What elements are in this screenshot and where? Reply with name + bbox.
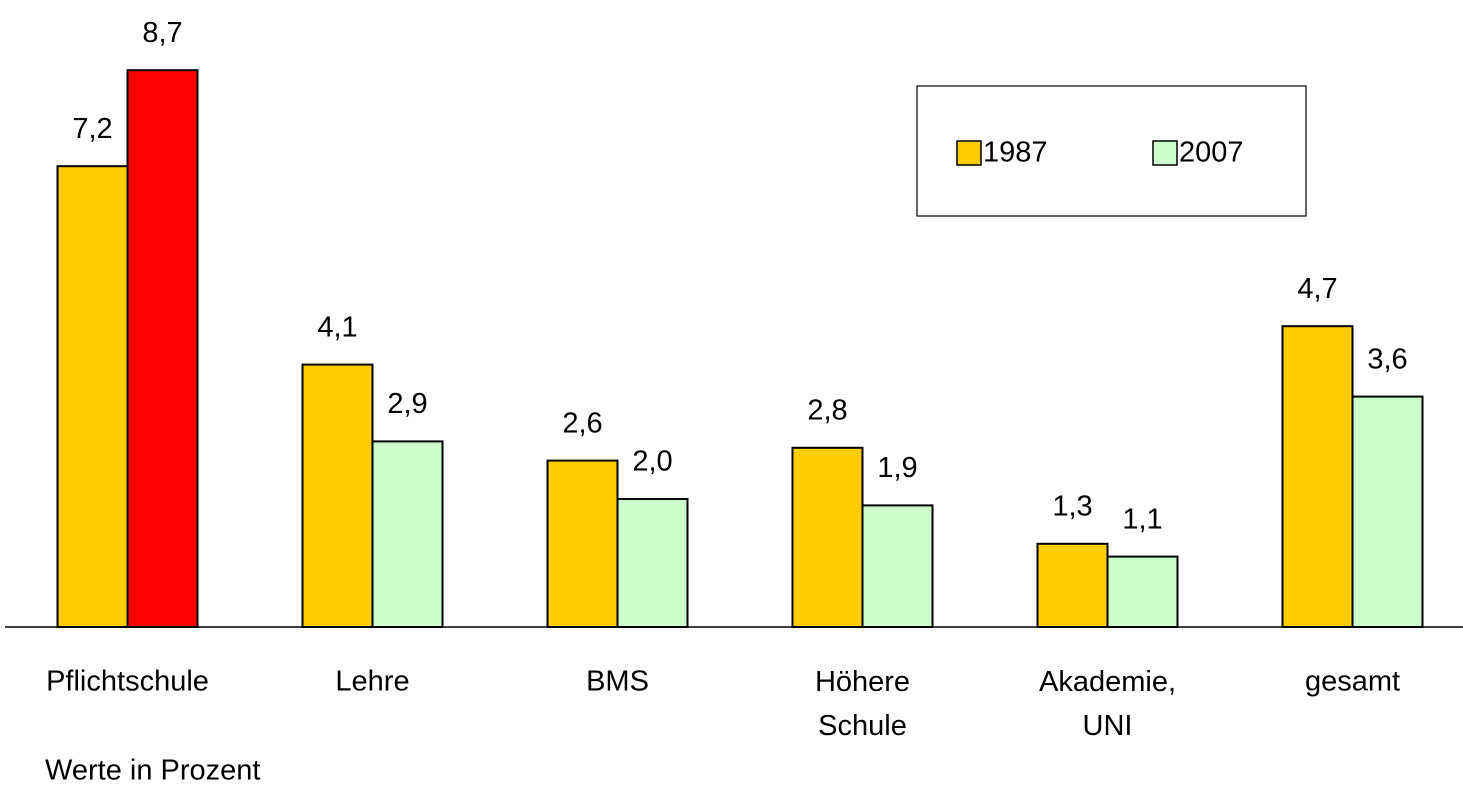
x-tick-label: Höhere Schule — [815, 666, 910, 742]
data-label: 1,1 — [1122, 503, 1162, 535]
data-label: 2,0 — [632, 446, 672, 478]
bar — [126, 69, 199, 628]
legend-box — [916, 85, 1307, 217]
legend-label: 1987 — [983, 137, 1048, 169]
bar — [371, 440, 444, 628]
legend-label: 2007 — [1179, 137, 1244, 169]
bar — [616, 498, 689, 628]
note: Werte in Prozent — [45, 755, 260, 785]
data-label: 3,6 — [1367, 343, 1407, 375]
bar — [56, 165, 129, 628]
data-label: 2,6 — [562, 407, 602, 439]
x-tick-label: Pflichtschule — [46, 666, 209, 698]
data-label: 7,2 — [72, 113, 112, 145]
x-tick-label: Lehre — [335, 666, 409, 698]
bar — [301, 363, 374, 628]
bar — [546, 459, 619, 628]
data-label: 2,9 — [387, 388, 427, 420]
bar — [1036, 542, 1109, 628]
bar — [861, 504, 934, 628]
data-label: 8,7 — [142, 17, 182, 49]
bar — [1106, 555, 1179, 628]
bar — [1351, 395, 1424, 628]
bar — [791, 446, 864, 628]
data-label: 2,8 — [807, 394, 847, 426]
legend-swatch — [956, 140, 982, 166]
x-tick-label: BMS — [586, 666, 649, 698]
bar — [1281, 325, 1354, 628]
data-label: 4,1 — [317, 311, 357, 343]
data-label: 1,3 — [1052, 490, 1092, 522]
x-tick-label: gesamt — [1305, 666, 1400, 698]
legend-swatch — [1152, 140, 1178, 166]
data-label: 1,9 — [877, 452, 917, 484]
data-label: 4,7 — [1297, 273, 1337, 305]
x-tick-label: Akademie, UNI — [1039, 666, 1176, 742]
